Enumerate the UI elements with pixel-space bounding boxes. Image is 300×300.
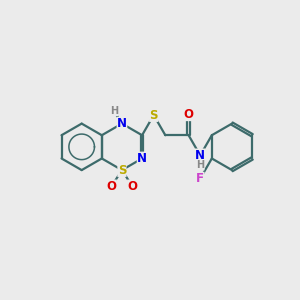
Text: N: N [195, 149, 205, 162]
Text: F: F [196, 172, 204, 185]
Text: N: N [137, 152, 147, 165]
Text: O: O [184, 108, 194, 121]
Text: O: O [106, 180, 116, 193]
Text: H: H [110, 106, 118, 116]
Text: S: S [149, 109, 158, 122]
Text: H: H [196, 160, 204, 170]
Text: O: O [128, 180, 137, 193]
Text: S: S [118, 164, 126, 177]
Text: N: N [117, 117, 127, 130]
